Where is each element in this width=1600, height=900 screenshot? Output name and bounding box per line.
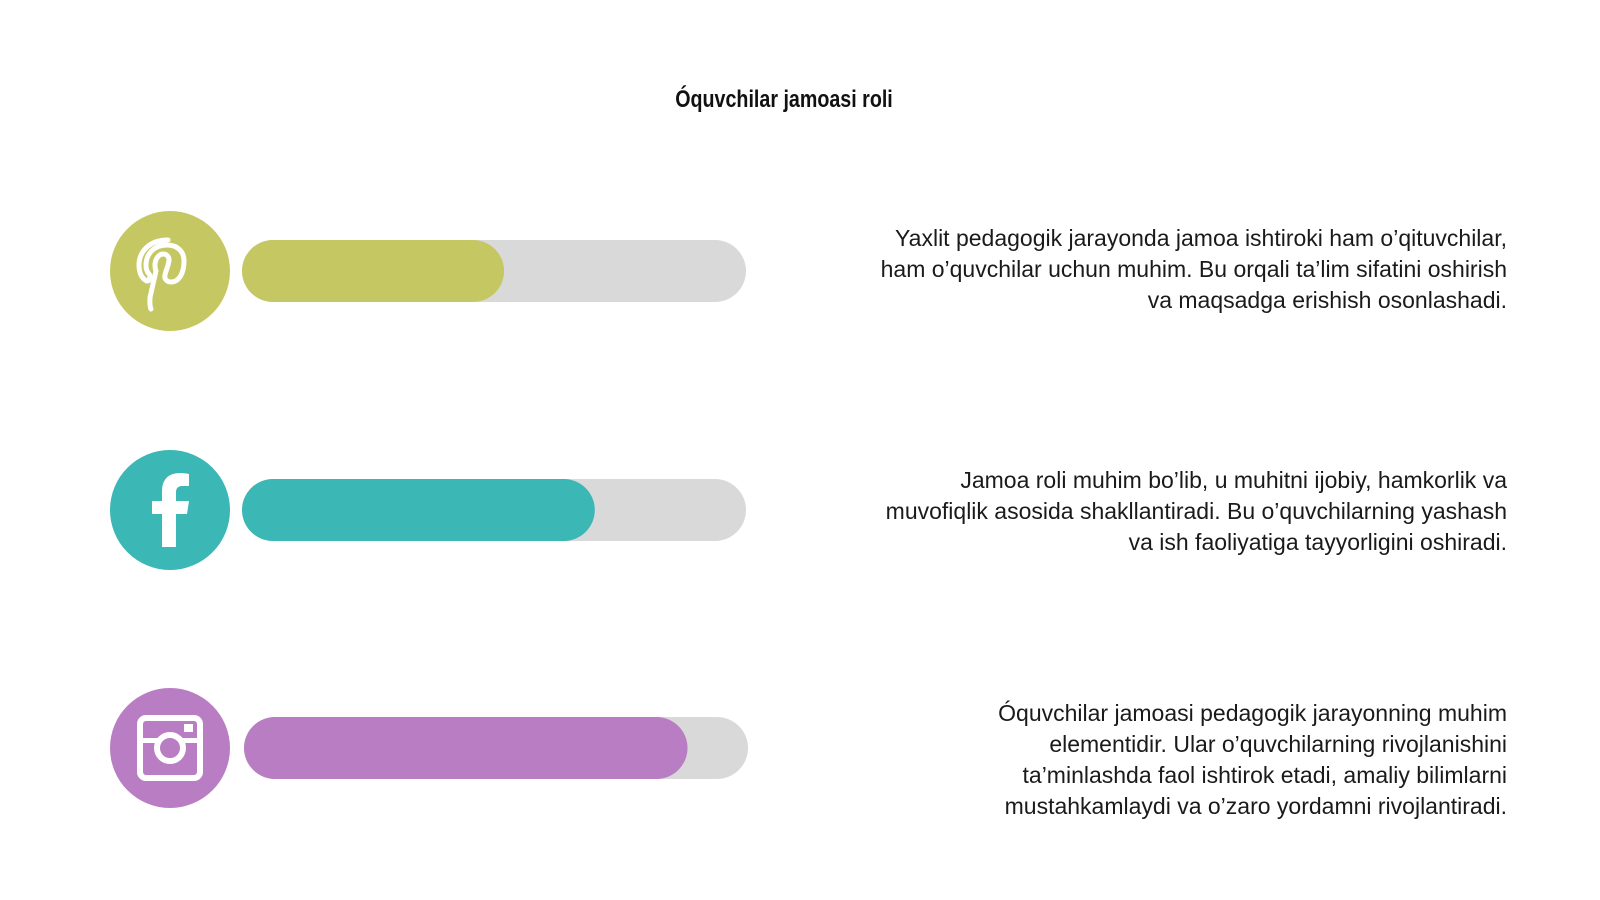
title: Óquvchilar jamoasi roli <box>675 85 893 112</box>
description-line: ham o’quvchilar uchun muhim. Bu orqali t… <box>881 256 1507 282</box>
description-line: Jamoa roli muhim bo’lib, u muhitni ijobi… <box>960 467 1507 493</box>
progress-fill <box>244 717 688 779</box>
progress-fill <box>242 240 505 302</box>
description-line: Óquvchilar jamoasi pedagogik jarayonning… <box>998 700 1507 726</box>
description-line: elementidir. Ular o’quvchilarning rivojl… <box>1049 731 1507 757</box>
pinterest-icon <box>110 211 230 331</box>
description-line: muvofiqlik asosida shakllantiradi. Bu o’… <box>886 498 1507 524</box>
description-line: va ish faoliyatiga tayyorligini oshiradi… <box>1129 529 1507 555</box>
description-line: Yaxlit pedagogik jarayonda jamoa ishtiro… <box>895 225 1507 251</box>
description-line: va maqsadga erishish osonlashadi. <box>1148 287 1507 313</box>
facebook-icon <box>110 450 230 570</box>
description-line: mustahkamlaydi va o’zaro yordamni rivojl… <box>1005 793 1507 819</box>
progress-fill <box>242 479 595 541</box>
instagram-icon <box>110 688 230 808</box>
description-line: ta’minlashda faol ishtirok etadi, amaliy… <box>1023 762 1507 788</box>
